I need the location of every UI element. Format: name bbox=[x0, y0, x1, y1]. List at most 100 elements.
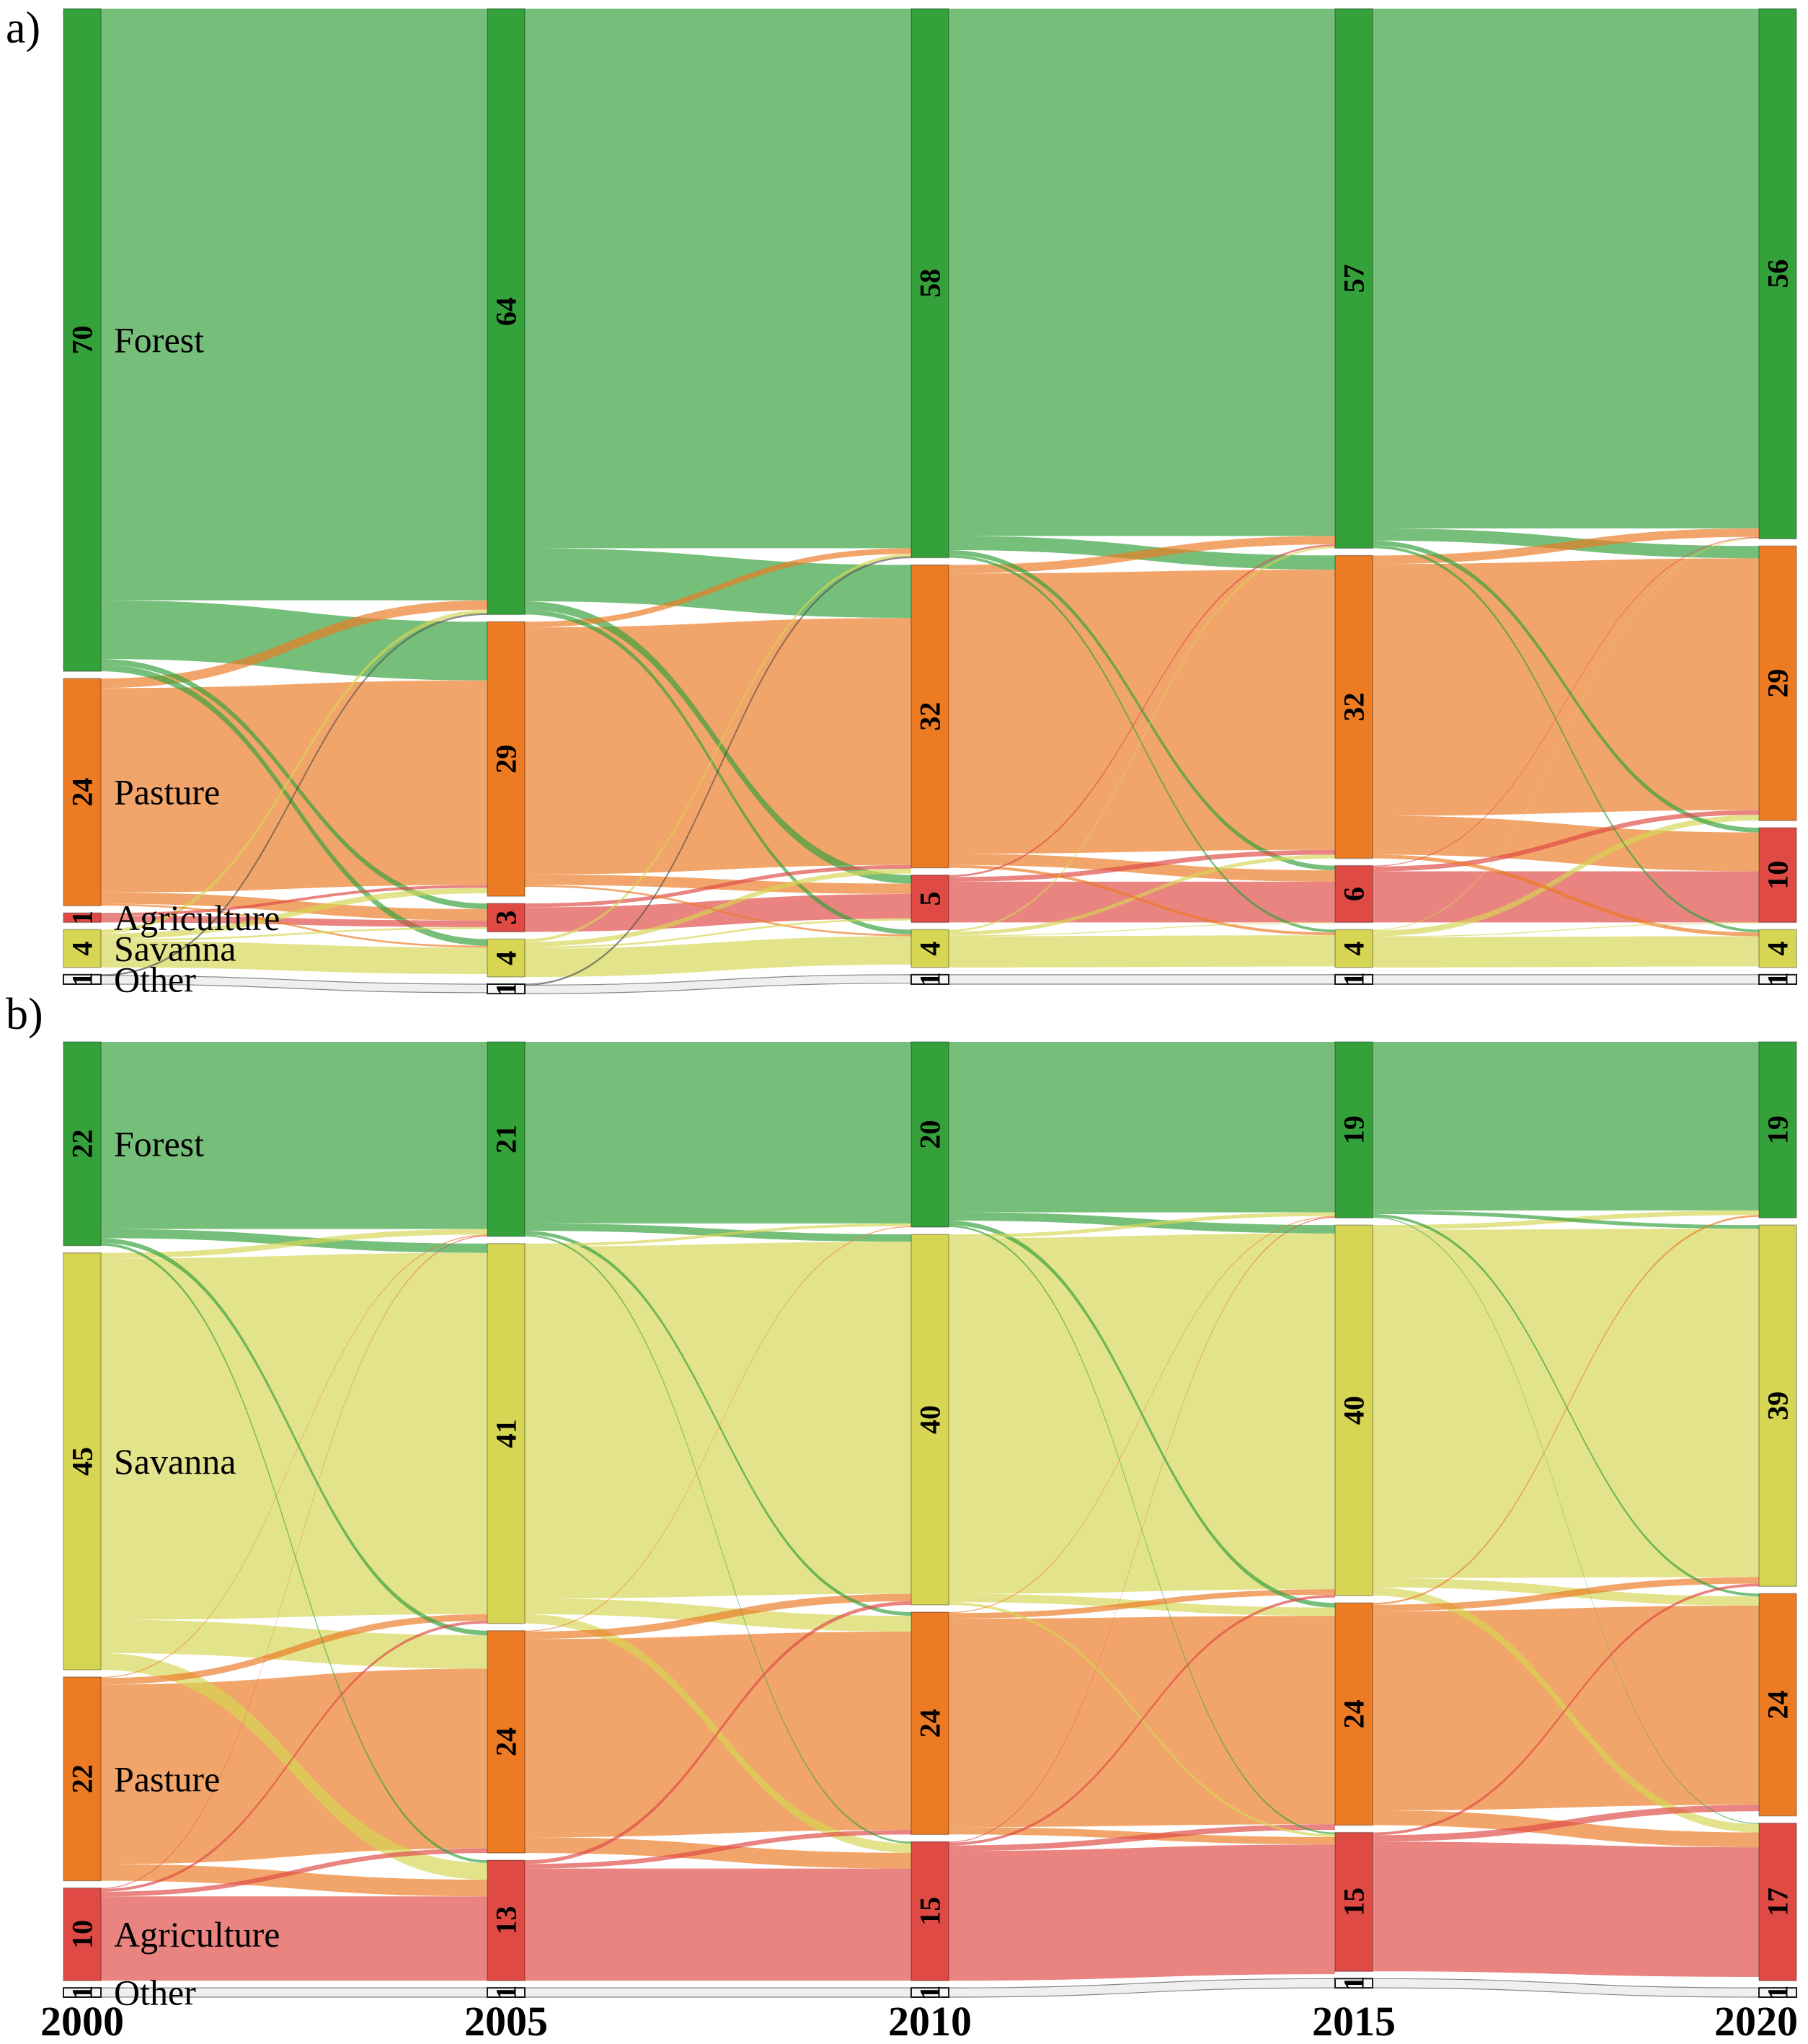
category-label-pasture-panel-a: Pasture bbox=[114, 772, 220, 813]
flow-other-to-other-2010-2015-panel-a bbox=[948, 974, 1336, 985]
flow-forest-to-savanna-2010-2015-panel-a bbox=[949, 554, 1335, 933]
flow-forest-to-agriculture-2000-2005-panel-a bbox=[101, 659, 487, 909]
category-label-agriculture-panel-a: Agriculture bbox=[114, 898, 280, 938]
node-forest-2010-panel-b bbox=[910, 1041, 949, 1228]
flow-forest-to-agriculture-2005-2010-panel-a bbox=[525, 601, 911, 884]
node-value-savanna-2000-panel-b: 45 bbox=[66, 1447, 99, 1476]
flow-other-to-other-2015-2020-panel-a bbox=[1372, 974, 1760, 985]
panel-a-label: a) bbox=[6, 4, 41, 53]
node-forest-2005-panel-b bbox=[487, 1041, 526, 1237]
node-value-savanna-2020-panel-b: 39 bbox=[1762, 1392, 1794, 1420]
node-value-pasture-2015-panel-a: 32 bbox=[1338, 692, 1370, 721]
node-value-savanna-2015-panel-a: 4 bbox=[1338, 942, 1370, 956]
flow-agriculture-to-pasture-2010-2015-panel-a bbox=[949, 849, 1335, 882]
flow-agriculture-to-agriculture-2000-2005-panel-a bbox=[101, 916, 487, 927]
flow-pasture-to-savanna-2005-2010-panel-a bbox=[525, 885, 911, 937]
flow-forest-to-agriculture-2000-2005-panel-b bbox=[101, 1242, 487, 1863]
flow-forest-to-forest-2010-2015-panel-b bbox=[949, 1042, 1335, 1213]
flow-savanna-to-pasture-2000-2005-panel-a bbox=[101, 888, 487, 939]
flow-forest-to-pasture-2015-2020-panel-b bbox=[1373, 1214, 1759, 1597]
node-value-other-2000-panel-b: 1 bbox=[66, 1986, 99, 2000]
flow-forest-to-savanna-2005-2010-panel-a bbox=[525, 609, 911, 934]
flow-pasture-to-savanna-2010-2015-panel-b bbox=[949, 1589, 1335, 1619]
node-savanna-2005-panel-b bbox=[487, 1243, 526, 1624]
node-pasture-2020-panel-a bbox=[1758, 545, 1797, 821]
node-value-pasture-2020-panel-a: 29 bbox=[1762, 669, 1794, 698]
node-value-pasture-2015-panel-b: 24 bbox=[1338, 1699, 1370, 1728]
category-label-other-panel-b: Other bbox=[114, 1973, 196, 2013]
node-value-pasture-2010-panel-a: 32 bbox=[914, 702, 947, 731]
nodes-panel-b: 22 Forest 45 Savanna 22 Pasture 10 Agriculture 1… bbox=[63, 1041, 1797, 2013]
flow-savanna-to-savanna-2005-2010-panel-b bbox=[525, 1242, 911, 1599]
node-value-pasture-2010-panel-b: 24 bbox=[914, 1709, 947, 1738]
node-value-pasture-2000-panel-b: 22 bbox=[66, 1764, 99, 1793]
flow-agriculture-to-agriculture-2005-2010-panel-b bbox=[525, 1868, 911, 1981]
node-other-2015-panel-a bbox=[1334, 973, 1373, 985]
node-value-savanna-2015-panel-b: 40 bbox=[1338, 1396, 1370, 1425]
flows-panel-b bbox=[100, 1042, 1760, 1998]
node-pasture-2010-panel-a bbox=[910, 564, 949, 869]
year-label-2020: 2020 bbox=[1714, 1998, 1798, 2044]
node-other-2010-panel-a bbox=[910, 973, 949, 985]
node-agriculture-2015-panel-b bbox=[1334, 1831, 1373, 1973]
node-forest-2015-panel-b bbox=[1334, 1041, 1373, 1218]
flow-savanna-to-forest-2010-2015-panel-a bbox=[949, 546, 1335, 932]
node-value-savanna-2020-panel-a: 4 bbox=[1762, 942, 1794, 956]
x-axis-years: 2000 2005 2010 2015 2020 bbox=[40, 1998, 1798, 2044]
node-savanna-2010-panel-b bbox=[910, 1234, 949, 1606]
node-pasture-2015-panel-a bbox=[1334, 554, 1373, 859]
flow-savanna-to-pasture-2000-2005-panel-b bbox=[101, 1619, 487, 1669]
node-value-other-2015-panel-a: 1 bbox=[1338, 972, 1370, 986]
flow-agriculture-to-pasture-2005-2010-panel-a bbox=[525, 864, 911, 908]
node-forest-2005-panel-a bbox=[487, 8, 526, 616]
node-value-pasture-2005-panel-b: 24 bbox=[490, 1727, 523, 1756]
flow-pasture-to-forest-2005-2010-panel-b bbox=[525, 1226, 911, 1632]
node-value-savanna-2000-panel-a: 4 bbox=[66, 942, 99, 956]
node-other-2005-panel-b bbox=[487, 1987, 526, 1998]
node-agriculture-2005-panel-b bbox=[487, 1859, 526, 1981]
node-value-agriculture-2010-panel-a: 5 bbox=[914, 892, 947, 906]
flow-agriculture-to-savanna-2015-2020-panel-b bbox=[1373, 1583, 1759, 1836]
node-pasture-2005-panel-a bbox=[487, 621, 526, 897]
flow-forest-to-savanna-2000-2005-panel-a bbox=[101, 664, 487, 946]
flow-savanna-to-pasture-2015-2020-panel-a bbox=[1373, 815, 1759, 937]
category-label-other-panel-a: Other bbox=[114, 959, 196, 999]
flow-agriculture-to-pasture-2010-2015-panel-b bbox=[949, 1824, 1335, 1851]
node-value-savanna-2010-panel-b: 40 bbox=[914, 1405, 947, 1434]
node-value-forest-2010-panel-a: 58 bbox=[914, 269, 947, 298]
node-value-savanna-2005-panel-b: 41 bbox=[490, 1419, 523, 1448]
node-savanna-2020-panel-b bbox=[1758, 1224, 1797, 1588]
node-other-2015-panel-b bbox=[1334, 1978, 1373, 1989]
flow-agriculture-to-pasture-2015-2020-panel-a bbox=[1373, 810, 1759, 872]
node-value-agriculture-2005-panel-b: 13 bbox=[490, 1906, 523, 1935]
flow-savanna-to-forest-2000-2005-panel-a bbox=[101, 609, 487, 934]
node-value-forest-2020-panel-b: 19 bbox=[1762, 1115, 1794, 1144]
flow-forest-to-forest-2015-2020-panel-b bbox=[1373, 1042, 1759, 1211]
node-agriculture-2020-panel-b bbox=[1758, 1822, 1797, 1981]
node-pasture-2015-panel-b bbox=[1334, 1602, 1373, 1826]
node-value-agriculture-2020-panel-a: 10 bbox=[1762, 861, 1794, 890]
flow-pasture-to-savanna-2000-2005-panel-b bbox=[101, 1614, 487, 1685]
flow-pasture-to-agriculture-2015-2020-panel-b bbox=[1373, 1810, 1759, 1848]
flow-forest-to-pasture-2005-2010-panel-a bbox=[525, 548, 911, 619]
node-value-forest-2005-panel-b: 21 bbox=[490, 1125, 523, 1154]
node-value-forest-2010-panel-b: 20 bbox=[914, 1120, 947, 1149]
flow-agriculture-to-agriculture-2010-2015-panel-b bbox=[949, 1844, 1335, 1981]
node-pasture-2000-panel-a bbox=[63, 678, 102, 906]
flow-agriculture-to-forest-2015-2020-panel-a bbox=[1373, 536, 1759, 867]
node-savanna-2005-panel-a bbox=[487, 938, 526, 978]
node-value-other-2010-panel-b: 1 bbox=[914, 1986, 947, 2000]
flow-savanna-to-forest-2000-2005-panel-b bbox=[101, 1229, 487, 1259]
node-value-other-2020-panel-a: 1 bbox=[1762, 972, 1794, 986]
flow-forest-to-forest-2015-2020-panel-a bbox=[1373, 9, 1759, 528]
year-label-2000: 2000 bbox=[40, 1998, 124, 2044]
flow-agriculture-to-pasture-2015-2020-panel-b bbox=[1373, 1805, 1759, 1842]
node-value-forest-2005-panel-a: 64 bbox=[490, 297, 523, 326]
category-label-savanna-panel-b: Savanna bbox=[114, 1441, 236, 1482]
flow-agriculture-to-pasture-2005-2010-panel-b bbox=[525, 1829, 911, 1869]
flow-forest-to-agriculture-2005-2010-panel-b bbox=[525, 1234, 911, 1844]
flow-forest-to-savanna-2015-2020-panel-b bbox=[1373, 1210, 1759, 1229]
node-value-other-2000-panel-a: 1 bbox=[66, 972, 99, 986]
flow-pasture-to-agriculture-2015-2020-panel-a bbox=[1373, 815, 1759, 872]
